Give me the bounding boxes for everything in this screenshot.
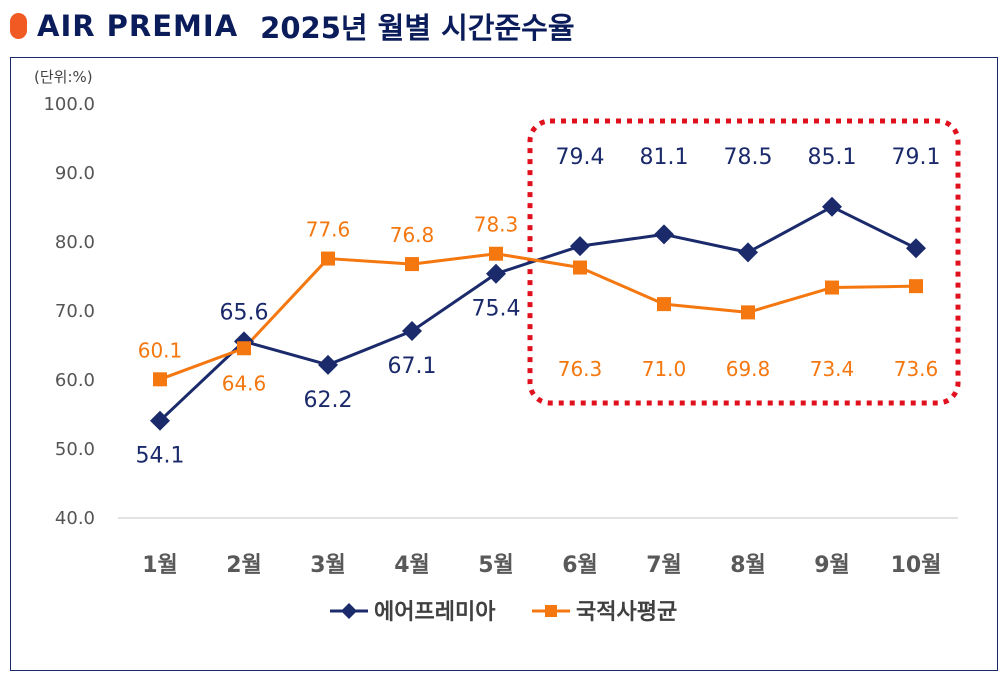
y-tick-label: 70.0 <box>55 301 95 322</box>
data-label: 77.6 <box>306 218 351 242</box>
x-tick-label: 8월 <box>730 553 766 578</box>
y-tick-label: 90.0 <box>55 163 95 184</box>
chart-frame <box>10 57 998 671</box>
data-label: 76.3 <box>558 357 603 381</box>
data-label: 75.4 <box>472 297 521 322</box>
data-label: 60.1 <box>138 338 183 362</box>
data-label: 62.2 <box>304 388 353 413</box>
data-label: 71.0 <box>642 357 687 381</box>
x-tick-label: 4월 <box>394 553 430 578</box>
data-point <box>150 410 170 431</box>
data-label: 65.6 <box>220 300 269 325</box>
y-tick-label: 60.0 <box>55 370 95 391</box>
data-label: 64.6 <box>222 371 267 395</box>
logo-mark-icon <box>10 13 27 39</box>
data-point <box>657 297 671 312</box>
header: AIR PREMIA 2025년 월별 시간준수율 <box>10 2 990 50</box>
data-label: 76.8 <box>390 223 435 247</box>
data-label: 73.4 <box>810 357 855 381</box>
series-line <box>159 252 917 381</box>
legend-marker <box>341 603 357 619</box>
data-label: 79.4 <box>556 145 605 170</box>
data-point <box>573 260 587 275</box>
x-tick-label: 2월 <box>226 553 262 578</box>
data-label: 54.1 <box>136 444 185 469</box>
data-point <box>318 354 338 375</box>
legend-marker <box>545 605 557 617</box>
data-point <box>486 263 506 284</box>
data-point <box>741 305 755 320</box>
series-line <box>158 205 917 422</box>
data-point <box>489 246 503 261</box>
x-tick-label: 1월 <box>142 553 178 578</box>
data-label: 79.1 <box>892 145 941 170</box>
data-point <box>822 196 842 217</box>
data-point <box>654 224 674 245</box>
logo: AIR PREMIA <box>37 9 239 43</box>
data-point <box>405 257 419 272</box>
data-label: 69.8 <box>726 357 771 381</box>
legend-label: 에어프레미아 <box>374 600 496 625</box>
y-tick-label: 50.0 <box>55 439 95 460</box>
x-tick-label: 5월 <box>478 553 514 578</box>
data-point <box>909 279 923 294</box>
data-point <box>738 242 758 263</box>
data-label: 78.5 <box>724 145 773 170</box>
data-point <box>402 321 422 342</box>
x-tick-label: 10월 <box>891 553 942 578</box>
legend-label: 국적사평균 <box>576 600 677 625</box>
data-point <box>570 236 590 257</box>
y-tick-label: 40.0 <box>55 508 95 529</box>
data-point <box>237 341 251 356</box>
data-label: 73.6 <box>894 357 939 381</box>
x-tick-label: 7월 <box>646 553 682 578</box>
unit-label: (단위:%) <box>34 68 93 86</box>
data-point <box>153 372 167 387</box>
y-tick-label: 100.0 <box>43 94 95 115</box>
data-label: 67.1 <box>388 354 437 379</box>
x-tick-label: 9월 <box>814 553 850 578</box>
data-point <box>825 280 839 295</box>
data-point <box>906 238 926 259</box>
x-tick-label: 6월 <box>562 553 598 578</box>
data-label: 85.1 <box>808 145 857 170</box>
y-tick-label: 80.0 <box>55 232 95 253</box>
data-label: 78.3 <box>474 213 519 237</box>
data-point <box>321 251 335 266</box>
data-label: 81.1 <box>640 145 689 170</box>
x-tick-label: 3월 <box>310 553 346 578</box>
page-title: 2025년 월별 시간준수율 <box>260 11 575 45</box>
